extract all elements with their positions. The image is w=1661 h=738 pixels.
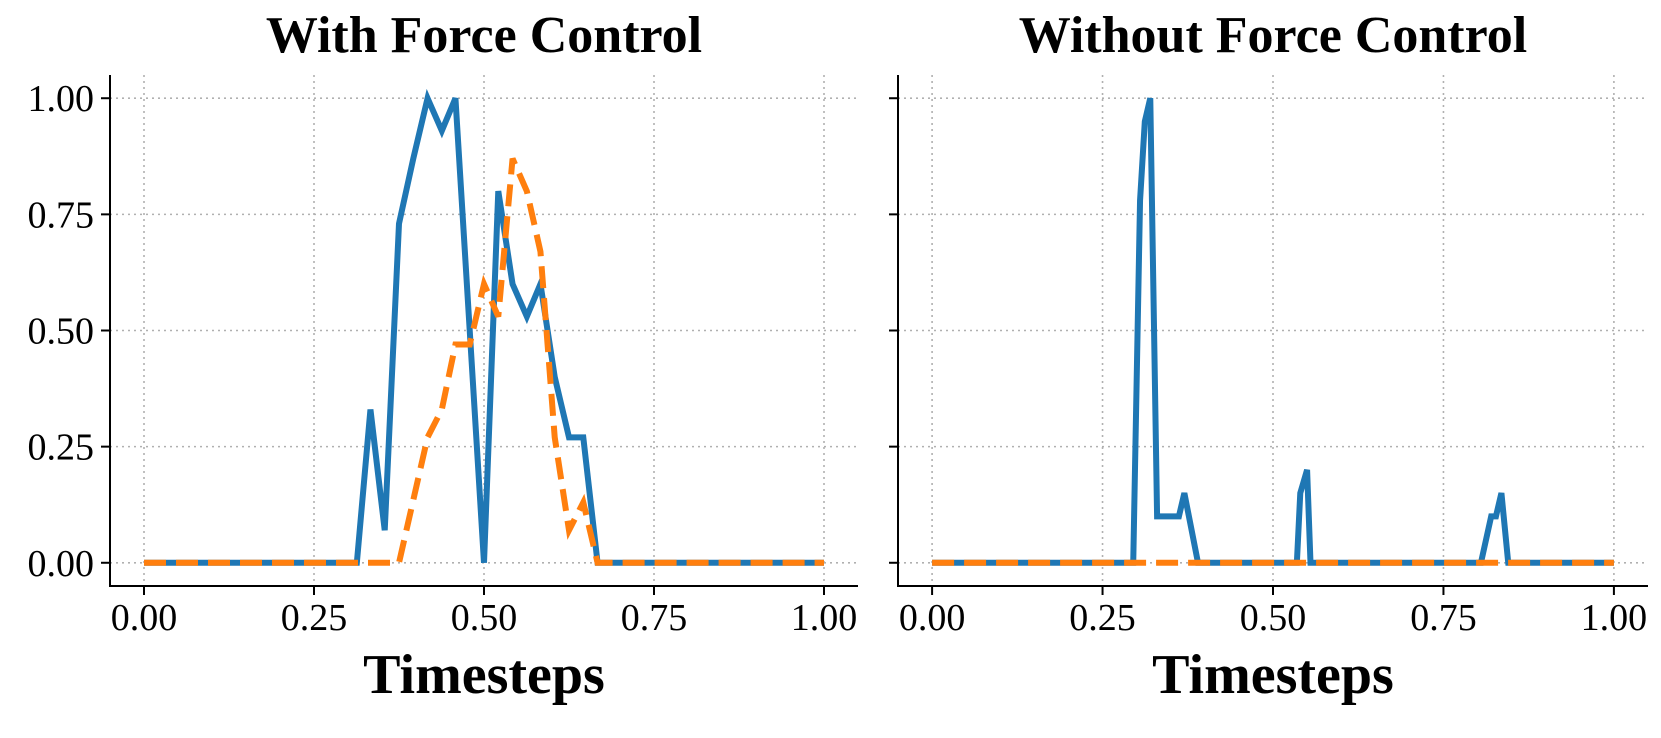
chart-title: With Force Control <box>266 7 702 64</box>
x-tick-label: 0.00 <box>899 597 966 639</box>
y-tick-label: 0.00 <box>28 543 95 585</box>
y-tick-label: 0.75 <box>28 194 95 236</box>
series-line-1 <box>932 97 1614 566</box>
x-axis-label: Timesteps <box>363 644 605 706</box>
x-tick-label: 0.50 <box>1240 597 1307 639</box>
series-group <box>144 88 824 566</box>
chart-title: Without Force Control <box>1019 7 1527 64</box>
ticks: 0.00 0.25 0.50 0.75 1.00 <box>889 97 1648 639</box>
ticks: 0.00 0.25 0.50 0.75 1.00 0.00 0.25 0.50 0.75 1.00 <box>28 78 858 639</box>
grid <box>898 75 1648 586</box>
series-line-1 <box>144 88 824 566</box>
x-tick-label: 0.75 <box>1410 597 1477 639</box>
x-tick-label: 0.50 <box>451 597 518 639</box>
x-tick-label: 1.00 <box>1581 597 1648 639</box>
series-group <box>932 97 1614 566</box>
x-tick-label: 1.00 <box>791 597 858 639</box>
panel-without-force-control: Without Force Control Timesteps 0.00 0.25… <box>889 7 1648 706</box>
x-axis-label: Timesteps <box>1152 644 1394 706</box>
series-line-2 <box>144 157 824 566</box>
y-tick-label: 0.50 <box>28 311 95 353</box>
y-tick-label: 0.25 <box>28 427 95 469</box>
x-tick-label: 0.00 <box>111 597 178 639</box>
x-tick-label: 0.25 <box>281 597 348 639</box>
x-tick-label: 0.75 <box>621 597 688 639</box>
y-tick-label: 1.00 <box>28 78 95 120</box>
panel-with-force-control: With Force Control Timesteps 0.00 0.25 0.5… <box>28 7 858 706</box>
x-tick-label: 0.25 <box>1069 597 1136 639</box>
